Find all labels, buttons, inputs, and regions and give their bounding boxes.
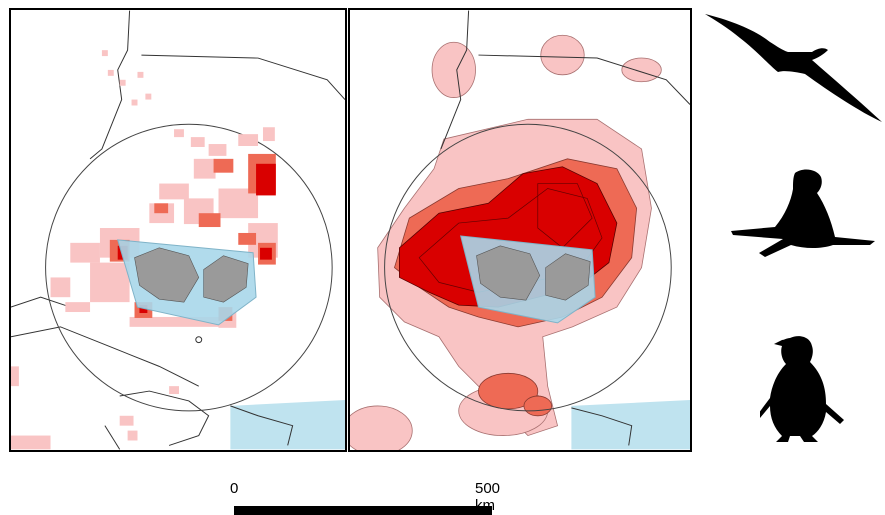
albatross-icon xyxy=(700,2,885,127)
grid-density-map xyxy=(11,10,345,450)
islands xyxy=(134,247,249,303)
map-panel-grid xyxy=(9,8,347,452)
buffer-circle xyxy=(384,123,672,412)
scale-bar: 0 500 km xyxy=(230,480,500,515)
seal-icon xyxy=(725,165,880,265)
kernel-density-map xyxy=(350,10,690,450)
buffer-circle xyxy=(45,123,333,412)
map-panel-kernel xyxy=(348,8,692,452)
scale-start-label: 0 xyxy=(230,480,239,497)
contour-lines xyxy=(418,183,603,293)
penguin-icon xyxy=(758,332,855,444)
scale-bar-line xyxy=(234,506,492,515)
islands xyxy=(476,245,591,301)
